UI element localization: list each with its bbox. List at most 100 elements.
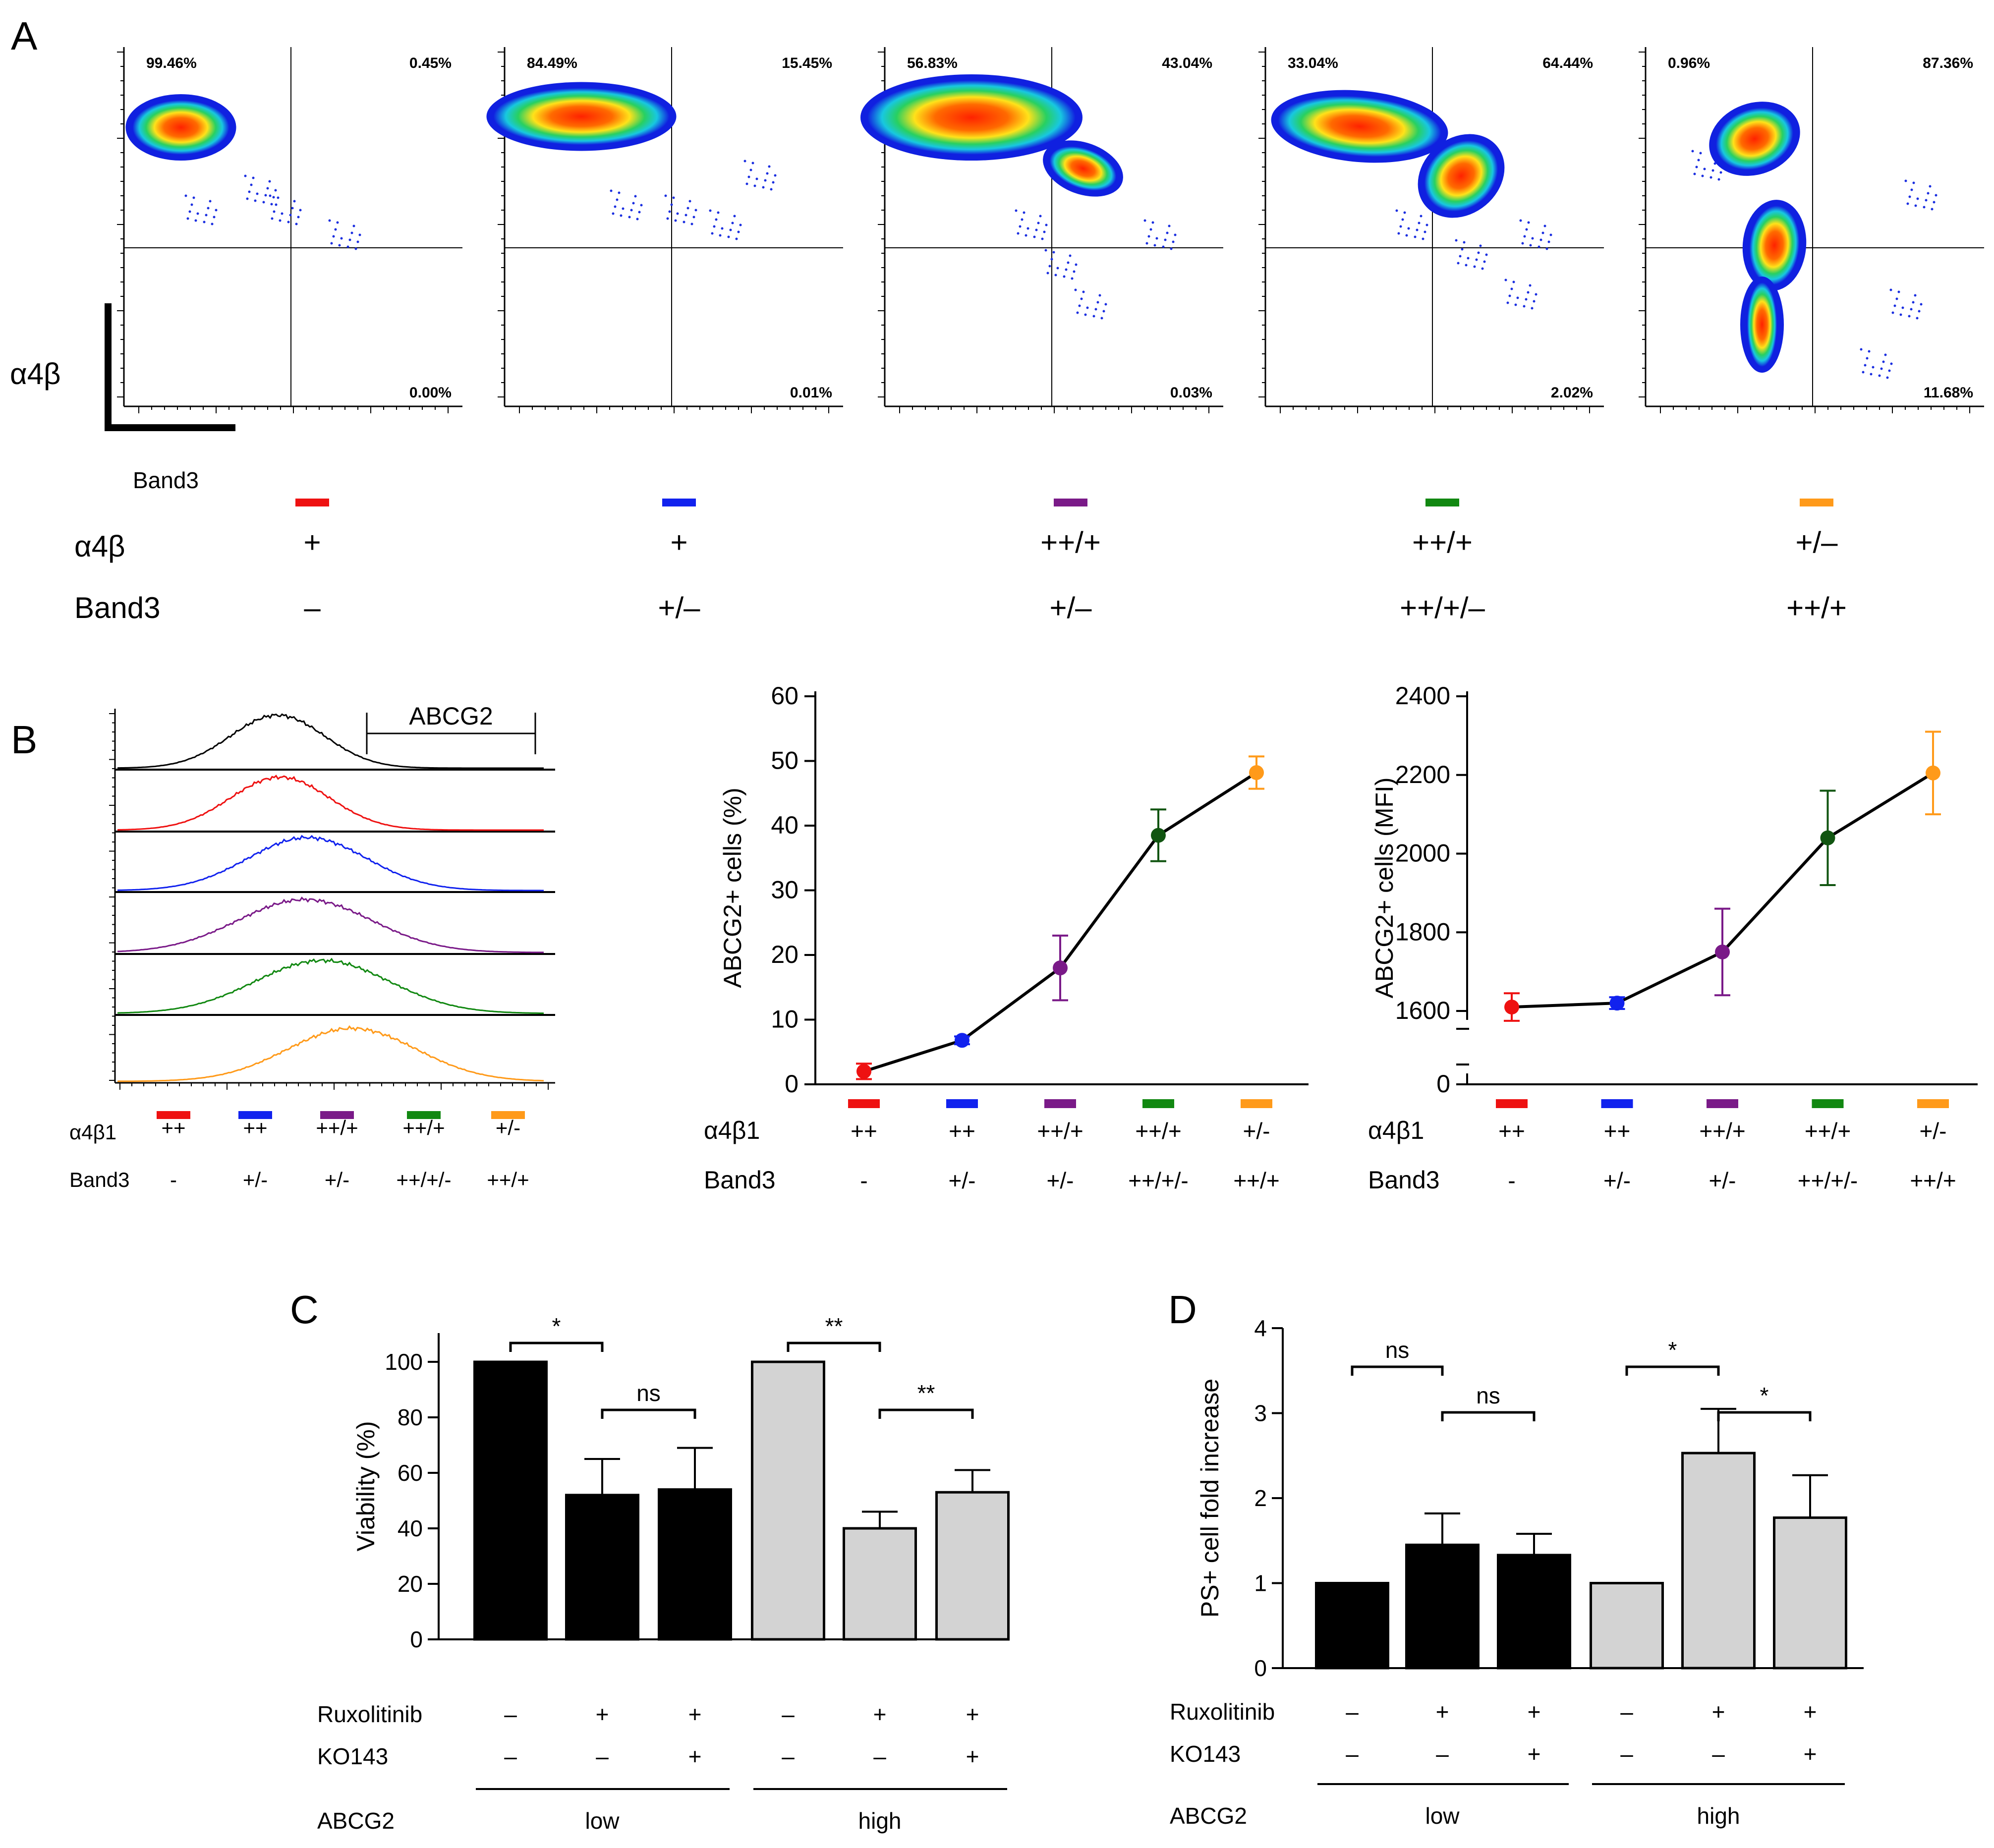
row-label-alpha: α4β1 xyxy=(704,1117,760,1144)
y-tick-label: 0 xyxy=(1436,1070,1450,1098)
scatter-dot xyxy=(270,203,273,206)
panel-label-a: A xyxy=(11,14,38,58)
axis-break-gap xyxy=(1463,1020,1471,1073)
scatter-dot xyxy=(244,174,247,177)
y-tick-label: 1800 xyxy=(1395,918,1450,946)
scatter-dot xyxy=(1872,366,1875,369)
category-swatch xyxy=(1707,1099,1738,1108)
scatter-dot xyxy=(1485,253,1488,256)
bar xyxy=(565,1494,639,1641)
scatter-dot xyxy=(1549,233,1552,236)
scatter-dot xyxy=(1403,211,1406,214)
category-band3: ++/+/- xyxy=(1128,1168,1188,1193)
scatter-dot xyxy=(184,194,187,197)
scatter-dot xyxy=(348,238,351,241)
scatter-dot xyxy=(1048,265,1051,268)
density-core xyxy=(1424,140,1498,212)
category-band3: ++/+/- xyxy=(1798,1168,1858,1193)
category-swatch xyxy=(1601,1099,1633,1108)
scatter-dot xyxy=(1529,244,1532,247)
scatter-dot xyxy=(1035,228,1038,231)
category-swatch xyxy=(848,1099,880,1108)
scatter-dot xyxy=(1102,310,1105,313)
ko143-value: + xyxy=(966,1743,979,1769)
scatter-dot xyxy=(1153,244,1156,247)
scatter-dot xyxy=(1541,231,1544,234)
scatter-dot xyxy=(1506,301,1509,304)
scatter-dot xyxy=(334,228,337,231)
category-band3: ++/+ xyxy=(1910,1168,1956,1193)
scatter-dot xyxy=(745,182,748,185)
quadrant-ul-value: 84.49% xyxy=(527,55,577,71)
scatter-dot xyxy=(1886,376,1889,379)
density-plot: 99.46% 0.45% 0.00% + – xyxy=(117,47,462,624)
b-group-swatch xyxy=(238,1111,272,1119)
density-plot: 56.83% 43.04% 0.03% ++/+ +/– xyxy=(860,47,1223,624)
scatter-dot xyxy=(328,219,331,222)
quadrant-ul-value: 99.46% xyxy=(146,55,197,71)
significance-bracket xyxy=(878,1408,974,1419)
scatter-dot xyxy=(1069,254,1072,257)
scatter-dot xyxy=(1465,264,1468,267)
y-axis-label: Viability (%) xyxy=(352,1421,380,1551)
scatter-dot xyxy=(672,196,675,199)
scatter-dot xyxy=(733,215,736,218)
scatter-dot xyxy=(768,165,771,168)
scatter-dot xyxy=(1717,178,1720,181)
density-core xyxy=(493,88,670,145)
scatter-dot xyxy=(747,175,750,178)
scatter-dot xyxy=(299,209,302,212)
category-swatch xyxy=(1812,1099,1844,1108)
scatter-dot xyxy=(1399,225,1402,228)
band3-value: +/– xyxy=(1049,591,1092,624)
band3-value: ++/+ xyxy=(1786,591,1847,624)
scatter-dot xyxy=(1017,232,1020,235)
row-label-band3: Band3 xyxy=(704,1166,776,1194)
scatter-dot xyxy=(275,203,278,206)
scatter-dot xyxy=(1933,201,1936,204)
category-alpha: ++ xyxy=(851,1118,877,1144)
chart-abcg2-mfi: 1600 1800 2000 2200 2400 0 ABCG2+ cells (MFI) +… xyxy=(1368,682,1978,1194)
category-alpha: ++ xyxy=(1498,1118,1525,1144)
scatter-dot xyxy=(1912,301,1915,304)
scatter-dot xyxy=(190,203,193,206)
scatter-dot xyxy=(1422,237,1424,240)
scatter-dot xyxy=(735,237,738,240)
alpha-value: + xyxy=(670,526,687,559)
scatter-dot xyxy=(295,223,298,225)
category-band3: +/- xyxy=(949,1168,976,1193)
scatter-dot xyxy=(1908,195,1911,198)
scatter-dot xyxy=(1475,258,1478,261)
scatter-dot xyxy=(1709,176,1712,179)
ko143-value: – xyxy=(504,1743,517,1769)
scatter-dot xyxy=(1527,221,1530,224)
scatter-dot xyxy=(612,212,615,215)
scatter-dot xyxy=(1056,267,1059,270)
scatter-dot xyxy=(1037,222,1040,224)
scatter-dot xyxy=(1407,227,1410,230)
scatter-dot xyxy=(1895,297,1898,300)
category-alpha: ++/+ xyxy=(1805,1118,1851,1144)
scatter-dot xyxy=(1890,362,1893,365)
scatter-dot xyxy=(1455,239,1458,242)
scatter-dot xyxy=(1082,290,1085,293)
scatter-dot xyxy=(1510,287,1513,290)
scatter-dot xyxy=(1504,279,1507,281)
significance-bracket xyxy=(1351,1365,1444,1376)
scatter-dot xyxy=(620,214,623,217)
scatter-dot xyxy=(664,194,667,197)
scatter-dot xyxy=(1929,185,1932,188)
scatter-dot xyxy=(192,196,195,199)
ruxolitinib-value: – xyxy=(1346,1699,1359,1725)
scatter-dot xyxy=(1162,245,1165,248)
scatter-dot xyxy=(634,195,637,198)
histogram-curve xyxy=(117,713,544,769)
scatter-dot xyxy=(1531,237,1534,240)
scatter-dot xyxy=(1050,258,1053,261)
scatter-dot xyxy=(356,240,359,243)
quadrant-lr-value: 0.03% xyxy=(1170,385,1212,401)
scatter-dot xyxy=(1166,231,1169,234)
scatter-dot xyxy=(1025,234,1027,237)
category-alpha: ++/+ xyxy=(1135,1118,1181,1144)
scatter-dot xyxy=(1880,367,1883,370)
